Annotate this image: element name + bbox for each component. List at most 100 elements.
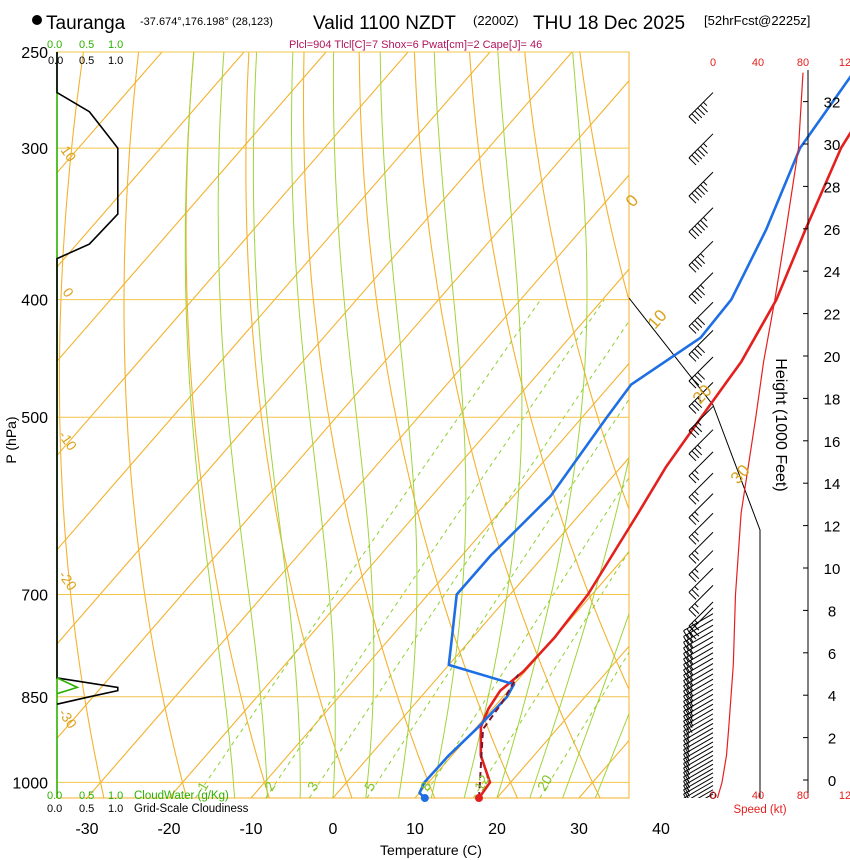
barb-staff xyxy=(683,678,714,697)
barb-flag xyxy=(700,219,708,228)
barb-staff xyxy=(683,703,714,722)
barb-flag xyxy=(688,609,697,617)
barb-flag xyxy=(691,606,700,614)
barb-staff xyxy=(683,668,714,687)
isotherm-line xyxy=(578,739,629,798)
barb-staff xyxy=(688,92,714,117)
height-tick-label: 6 xyxy=(828,646,836,663)
isotherm-line xyxy=(496,645,629,798)
barb-staff xyxy=(683,732,714,751)
barb-flag xyxy=(694,586,699,591)
speed-bottom-tick-2: 80 xyxy=(797,790,809,802)
cf-top-tick-0: 0.0 xyxy=(48,55,63,67)
wind-barb xyxy=(687,789,714,809)
barb-flag xyxy=(683,690,689,700)
barb-flag xyxy=(690,637,694,643)
barb-flag xyxy=(687,805,690,809)
wind-barb xyxy=(683,780,714,798)
barb-flag xyxy=(688,517,697,526)
barb-staff xyxy=(683,722,714,741)
cf-bottom-tick-0: 0.0 xyxy=(47,803,62,815)
calm-wind-circle xyxy=(709,791,717,799)
dry-adiabat-line xyxy=(690,52,850,798)
cf-top-tick-1: 0.5 xyxy=(79,55,94,67)
wind-barb xyxy=(688,451,714,484)
barb-flag xyxy=(691,261,700,270)
barb-flag xyxy=(697,187,706,195)
barb-staff xyxy=(683,708,714,727)
barb-staff xyxy=(688,567,714,593)
wind-barb xyxy=(687,785,714,805)
barb-staff xyxy=(683,750,714,769)
barb-flag xyxy=(694,603,699,608)
barb-flag xyxy=(691,571,700,580)
moist-adiabat-line xyxy=(430,52,467,798)
barb-flag xyxy=(697,148,706,157)
speed-bottom-tick-1: 40 xyxy=(752,790,764,802)
cw-top-tick-0: 0.0 xyxy=(47,39,62,51)
isotherm-line xyxy=(86,174,629,798)
moist-adiabat-line xyxy=(379,52,418,798)
barb-staff xyxy=(688,493,714,518)
barb-flag xyxy=(694,110,703,119)
barb-flag xyxy=(690,632,694,637)
barb-staff xyxy=(683,663,714,681)
barb-flag xyxy=(688,325,697,334)
speed-axis-label: Speed (kt) xyxy=(733,804,786,816)
wind-barb xyxy=(688,301,714,334)
utc-time: (2200Z) xyxy=(473,13,519,28)
isotherm-line xyxy=(168,268,629,798)
barb-flag xyxy=(694,190,703,198)
barb-flag xyxy=(688,116,697,125)
barb-staff xyxy=(688,329,714,355)
barb-flag xyxy=(703,217,708,222)
speed-top-tick-0: 0 xyxy=(710,57,716,69)
barb-flag xyxy=(697,222,706,231)
mixing-ratio-label: 5 xyxy=(361,779,379,794)
barb-staff xyxy=(688,429,714,455)
barb-flag xyxy=(691,228,700,237)
sounding-params: Plcl=904 Tlcl[C]=7 Shox=6 Pwat[cm]=2 Cap… xyxy=(289,39,542,51)
barb-flag xyxy=(687,801,690,805)
forecast-date: THU 18 Dec 2025 xyxy=(533,13,685,34)
barb-staff xyxy=(683,736,714,755)
barb-flag xyxy=(688,406,697,414)
theta-label: 0 xyxy=(622,191,642,211)
x-axis-title: Temperature (C) xyxy=(380,842,482,858)
barb-flag xyxy=(697,397,702,402)
temperature-line xyxy=(477,131,850,799)
barb-flag xyxy=(697,444,702,449)
p-tick-label: 1000 xyxy=(12,775,48,792)
barb-flag xyxy=(691,113,700,122)
cloudwater-profile xyxy=(56,677,80,695)
barb-staff xyxy=(683,718,714,737)
wind-barb xyxy=(688,356,714,389)
barb-flag xyxy=(691,403,700,411)
dry-adiabat-line xyxy=(245,52,353,798)
isotherm-label: -10 xyxy=(56,428,81,454)
barb-staff xyxy=(688,382,714,407)
barb-flag xyxy=(686,688,693,698)
p-tick-label: 500 xyxy=(21,410,48,427)
moist-adiabat-line xyxy=(529,456,629,798)
height-tick-label: 14 xyxy=(824,476,841,493)
barb-flag xyxy=(694,568,699,573)
barb-flag xyxy=(694,531,699,536)
barb-flag xyxy=(690,660,694,665)
barb-flag xyxy=(688,296,697,305)
barb-flag xyxy=(688,536,697,545)
barb-flag xyxy=(697,107,706,116)
theta-label: 10 xyxy=(644,306,671,333)
mixing-ratio-label: 20 xyxy=(534,772,556,794)
barb-staff xyxy=(688,272,714,298)
speed-top-tick-3: 12 xyxy=(839,57,850,69)
station-marker-icon xyxy=(32,15,42,25)
barb-flag xyxy=(691,589,700,597)
station-coords: -37.674°,176.198° (28,123) xyxy=(140,16,273,28)
speed-top-tick-1: 40 xyxy=(752,57,764,69)
mixing-ratio-line xyxy=(265,299,605,798)
isotherm-line xyxy=(661,52,850,798)
barb-staff xyxy=(688,406,714,431)
dry-adiabat-line xyxy=(524,52,629,511)
